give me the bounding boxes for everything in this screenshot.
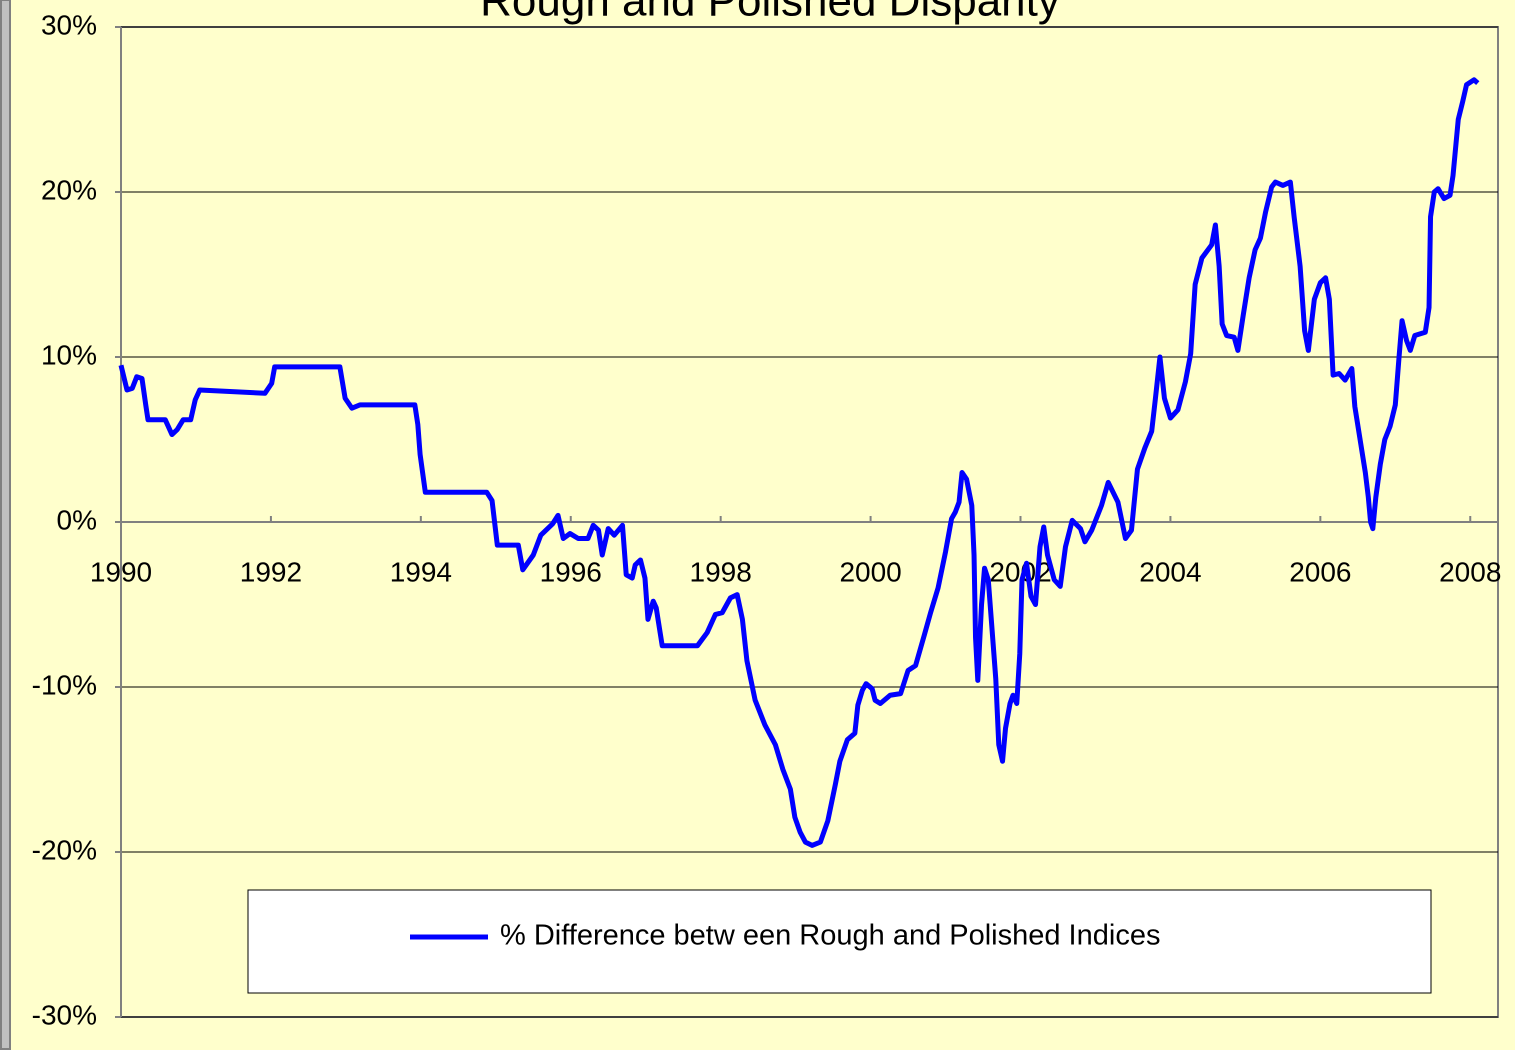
y-tick-label: -10% xyxy=(32,669,97,700)
y-tick-label: -20% xyxy=(32,834,97,865)
x-tick-label: 1998 xyxy=(690,556,752,587)
x-tick-label: 1994 xyxy=(390,556,452,587)
legend-label: % Difference betw een Rough and Polished… xyxy=(500,920,1160,952)
x-tick-label: 1990 xyxy=(90,556,152,587)
legend-box xyxy=(247,889,1432,994)
x-tick-label: 2004 xyxy=(1139,556,1201,587)
chart-title: Rough and Polished Disparity xyxy=(480,0,1060,26)
y-tick-label: 10% xyxy=(41,339,97,370)
x-tick-label: 2008 xyxy=(1439,556,1501,587)
x-tick-label: 1996 xyxy=(540,556,602,587)
x-tick-label: 2000 xyxy=(839,556,901,587)
side-strip xyxy=(0,0,11,1050)
y-tick-label: 0% xyxy=(57,504,97,535)
x-tick-label: 1992 xyxy=(240,556,302,587)
y-tick-label: 20% xyxy=(41,174,97,205)
y-tick-label: -30% xyxy=(32,999,97,1030)
data-line xyxy=(118,77,1480,848)
x-tick-label: 2006 xyxy=(1289,556,1351,587)
y-tick-label: 30% xyxy=(41,9,97,40)
